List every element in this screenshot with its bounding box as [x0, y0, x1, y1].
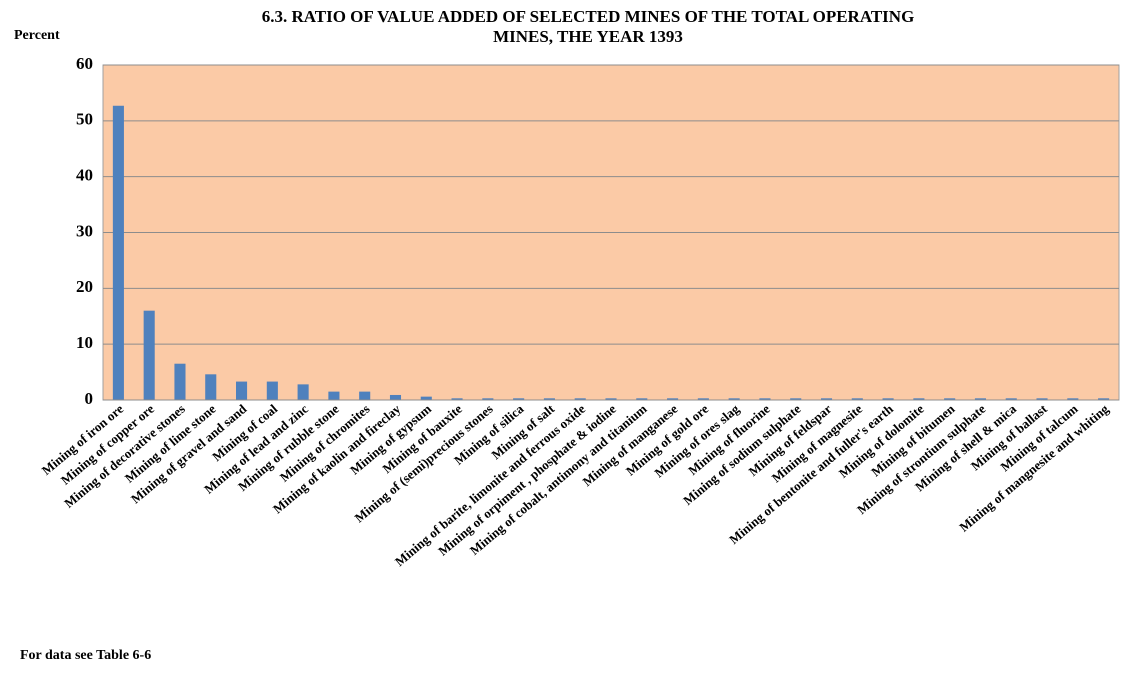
bar	[605, 398, 617, 400]
bar	[851, 398, 863, 400]
bar	[1098, 398, 1110, 400]
bar	[420, 396, 432, 400]
bar	[389, 394, 402, 400]
bar	[636, 398, 648, 400]
bar	[543, 398, 555, 400]
y-tick-label: 50	[76, 110, 93, 129]
y-tick-label: 20	[76, 277, 93, 296]
bar	[790, 398, 802, 400]
bar	[513, 398, 525, 400]
bar	[944, 398, 956, 400]
chart-title: 6.3. RATIO OF VALUE ADDED OF SELECTED MI…	[262, 7, 915, 26]
bar	[697, 398, 709, 400]
bar	[1067, 398, 1079, 400]
bar	[359, 391, 371, 400]
bar	[328, 391, 340, 400]
bar	[882, 398, 894, 400]
bar	[759, 398, 771, 400]
y-tick-label: 40	[76, 166, 93, 185]
bar	[820, 398, 833, 400]
y-tick-label: 0	[85, 389, 94, 408]
bar	[174, 363, 186, 400]
bar	[1005, 398, 1017, 400]
bar	[974, 398, 986, 400]
bar	[143, 310, 155, 400]
y-tick-label: 30	[76, 221, 93, 240]
x-tick-label: Mining of decorative stones	[61, 401, 188, 511]
bar	[297, 384, 309, 400]
bar	[451, 398, 463, 400]
bar	[574, 398, 586, 400]
bar	[1036, 398, 1048, 400]
bar	[266, 381, 278, 400]
y-tick-label: 60	[76, 54, 93, 73]
note: For data see Table 6-6	[20, 648, 151, 663]
bar	[236, 381, 248, 400]
y-tick-label: 10	[76, 333, 93, 352]
bar	[205, 374, 217, 400]
bar	[728, 398, 740, 400]
bar	[913, 398, 925, 400]
bar	[112, 105, 124, 400]
bar	[667, 398, 679, 400]
chart-title: MINES, THE YEAR 1393	[493, 27, 683, 46]
bar	[482, 398, 494, 400]
y-axis-label: Percent	[14, 28, 60, 43]
